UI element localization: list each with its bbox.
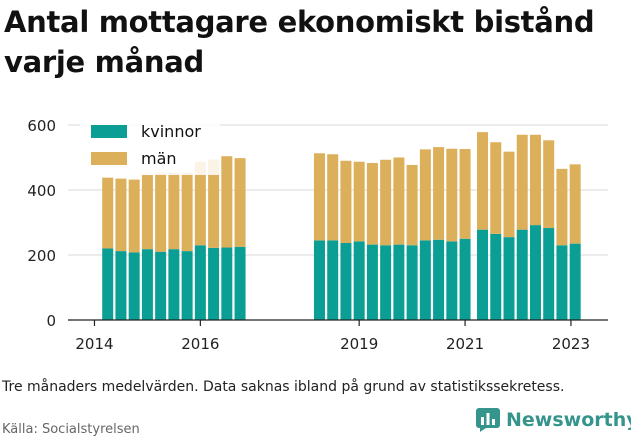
- legend-swatch: [91, 125, 127, 138]
- bar-kvinnor: [419, 240, 431, 320]
- bar-kvinnor: [102, 248, 114, 320]
- bar-kvinnor: [477, 229, 489, 320]
- newsworthy-logo[interactable]: Newsworthy: [476, 408, 631, 432]
- bar-kvinnor: [503, 237, 515, 320]
- bar-kvinnor: [490, 233, 502, 320]
- bar-man: [168, 172, 180, 250]
- bar-man: [115, 178, 127, 252]
- bar-kvinnor: [459, 238, 471, 320]
- x-tick-label: 2014: [75, 335, 113, 353]
- bar-kvinnor: [393, 244, 405, 320]
- legend-swatch: [91, 152, 127, 165]
- bar-kvinnor: [380, 245, 392, 320]
- bar-man: [102, 177, 114, 249]
- bar-man: [327, 154, 339, 241]
- bar-kvinnor: [529, 225, 541, 320]
- y-tick-label: 0: [46, 312, 56, 330]
- bar-man: [419, 149, 431, 241]
- y-tick-label: 400: [27, 182, 56, 200]
- chart-title: Antal mottagare ekonomiskt bistånd varje…: [4, 5, 595, 79]
- bar-kvinnor: [221, 247, 233, 320]
- bar-kvinnor: [569, 243, 581, 320]
- x-tick-label: 2019: [340, 335, 378, 353]
- bar-man: [543, 140, 555, 229]
- bar-kvinnor: [433, 239, 445, 320]
- bar-kvinnor: [366, 244, 378, 320]
- bar-chart-logo-icon: [476, 408, 500, 432]
- bar-kvinnor: [155, 251, 167, 320]
- legend: kvinnor män: [80, 117, 220, 175]
- legend-label: kvinnor: [141, 122, 201, 141]
- bar-man: [406, 164, 418, 246]
- bar-kvinnor: [340, 242, 352, 320]
- bar-man: [208, 159, 220, 248]
- bar-kvinnor: [128, 252, 140, 320]
- bar-man: [477, 132, 489, 230]
- bar-kvinnor: [543, 228, 555, 320]
- bar-man: [313, 153, 325, 241]
- bar-kvinnor: [406, 245, 418, 320]
- bar-man: [490, 142, 502, 234]
- bar-man: [503, 151, 515, 238]
- bar-man: [141, 175, 153, 250]
- bar-man: [221, 156, 233, 248]
- bar-kvinnor: [181, 251, 193, 320]
- bar-man: [340, 160, 352, 243]
- bar-man: [155, 172, 167, 252]
- legend-label: män: [141, 149, 177, 168]
- bar-man: [529, 134, 541, 226]
- x-tick-label: 2016: [181, 335, 219, 353]
- source-text: Källa: Socialstyrelsen: [2, 422, 140, 437]
- bar-man: [569, 164, 581, 244]
- stacked-bar-chart: 0 200 400 600 2014 2016 2019 2021 2023 kvinnor mä…: [27, 117, 608, 353]
- bar-kvinnor: [115, 251, 127, 320]
- axes: 0 200 400 600 2014 2016 2019 2021 2023: [27, 117, 608, 353]
- bar-man: [516, 134, 528, 230]
- bar-man: [446, 148, 458, 242]
- bar-kvinnor: [208, 247, 220, 320]
- bar-kvinnor: [313, 240, 325, 320]
- bar-man: [556, 168, 568, 246]
- bar-kvinnor: [141, 249, 153, 320]
- bar-man: [181, 173, 193, 252]
- bar-man: [128, 179, 140, 253]
- bar-kvinnor: [194, 245, 206, 320]
- bar-man: [393, 157, 405, 245]
- bars: [102, 132, 581, 320]
- bar-man: [366, 163, 378, 245]
- bar-kvinnor: [446, 241, 458, 320]
- y-tick-label: 200: [27, 247, 56, 265]
- brand-name: Newsworthy: [506, 409, 631, 431]
- x-tick-label: 2021: [446, 335, 484, 353]
- y-tick-label: 600: [27, 117, 56, 135]
- bar-kvinnor: [234, 246, 246, 320]
- bar-kvinnor: [353, 241, 365, 320]
- bar-kvinnor: [556, 245, 568, 320]
- chart-note: Tre månaders medelvärden. Data saknas ib…: [2, 379, 565, 395]
- bar-man: [194, 161, 206, 246]
- bar-man: [353, 161, 365, 242]
- bar-kvinnor: [327, 240, 339, 320]
- bar-man: [380, 159, 392, 246]
- bar-kvinnor: [516, 229, 528, 320]
- x-tick-label: 2023: [552, 335, 590, 353]
- bar-man: [234, 158, 246, 247]
- bar-kvinnor: [168, 249, 180, 320]
- bar-man: [459, 149, 471, 239]
- bar-man: [433, 147, 445, 240]
